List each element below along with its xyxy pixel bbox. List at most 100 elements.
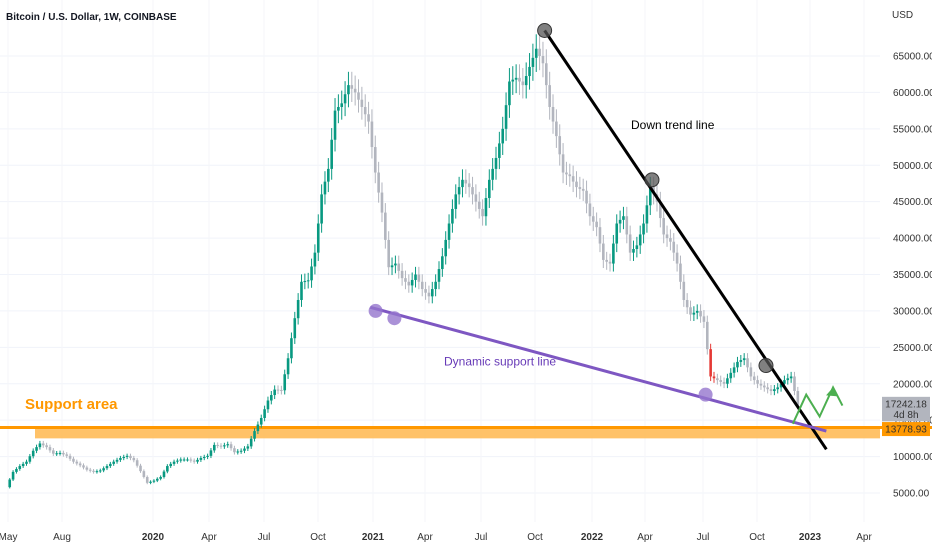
candle-body	[276, 389, 280, 391]
x-tick-label: Aug	[53, 532, 71, 543]
candle-body	[457, 187, 461, 195]
candle-body	[270, 395, 273, 401]
candle-body	[645, 205, 649, 224]
candle-body	[451, 208, 454, 224]
lines-layer	[368, 23, 844, 451]
candle-body	[783, 380, 786, 384]
candle-body	[357, 92, 360, 100]
candle-body	[461, 179, 464, 188]
candle-body	[293, 318, 297, 339]
candle-body	[246, 446, 250, 449]
candle-body	[541, 56, 545, 64]
candle-body	[538, 48, 541, 56]
candle-body	[769, 389, 773, 392]
candle-body	[504, 105, 508, 129]
candle-body	[605, 259, 608, 262]
candle-body	[474, 194, 478, 202]
candle-body	[588, 203, 592, 217]
down-trend-point	[758, 358, 774, 374]
candle-body	[373, 147, 377, 173]
candle-body	[672, 241, 676, 253]
candle-body	[68, 455, 72, 459]
candle-body	[638, 234, 642, 246]
candle-body	[122, 456, 126, 459]
candle-body	[789, 376, 793, 379]
candle-body	[192, 460, 196, 462]
x-tick-label: Apr	[201, 532, 217, 543]
candle-body	[759, 383, 763, 386]
candle-body	[290, 338, 293, 359]
candle-body	[209, 450, 213, 456]
x-tick-label: Oct	[310, 532, 326, 543]
candle-body	[78, 463, 82, 466]
candle-body	[427, 292, 431, 297]
annotation-text: Dynamic support line	[444, 355, 556, 369]
candle-body	[648, 187, 652, 206]
candle-body	[343, 94, 347, 104]
candle-body	[75, 461, 79, 464]
candle-body	[481, 208, 484, 217]
candle-body	[316, 223, 320, 253]
candle-body	[692, 312, 696, 315]
candle-body	[377, 172, 380, 193]
candle-body	[498, 143, 501, 158]
candle-body	[11, 471, 15, 480]
candle-body	[283, 374, 287, 391]
candle-body	[239, 450, 243, 452]
candle-body	[31, 450, 35, 457]
candle-body	[337, 106, 340, 111]
candle-body	[762, 385, 766, 388]
y-tick-label: 25000.00	[893, 343, 932, 354]
candle-body	[414, 274, 417, 280]
candle-body	[229, 444, 233, 449]
x-axis: May Aug 2020 Apr Jul Oct 2021 Apr Jul Oct 2022 Apr J…	[0, 532, 872, 543]
x-tick-label: 2022	[581, 532, 604, 543]
candle-body	[508, 81, 511, 106]
x-tick-label: Apr	[856, 532, 872, 543]
candle-body	[115, 459, 119, 462]
candle-body	[310, 266, 313, 281]
candle-body	[256, 424, 260, 432]
candle-body	[404, 278, 407, 282]
candle-body	[45, 445, 48, 448]
y-tick-label: 55000.00	[893, 124, 932, 135]
candle-body	[659, 201, 662, 219]
annotation-layer: Down trend line Dynamic support line Suppo…	[25, 118, 715, 413]
candle-body	[243, 448, 246, 451]
candle-body	[464, 179, 468, 184]
candle-body	[632, 249, 635, 253]
candle-body	[142, 471, 146, 477]
x-tick-label: Jul	[258, 532, 271, 543]
candle-body	[347, 85, 350, 95]
x-tick-label: 2021	[362, 532, 385, 543]
candle-body	[531, 57, 535, 67]
candle-body	[52, 450, 55, 454]
price-label-bg	[882, 422, 930, 437]
candle-body	[568, 174, 572, 177]
candle-body	[179, 459, 183, 461]
chart-title: Bitcoin / U.S. Dollar, 1W, COINBASE	[6, 12, 177, 23]
candle-body	[736, 361, 739, 368]
y-tick-label: 60000.00	[893, 88, 932, 99]
candle-body	[571, 176, 575, 182]
candle-body	[642, 223, 645, 235]
candle-body	[618, 219, 622, 224]
candle-body	[521, 81, 525, 86]
candle-body	[565, 172, 568, 175]
candle-body	[598, 227, 602, 244]
candle-body	[420, 281, 424, 290]
candle-body	[518, 77, 521, 82]
candle-body	[55, 453, 58, 455]
candle-body	[320, 194, 323, 224]
candle-body	[682, 281, 686, 300]
candle-body	[578, 187, 582, 189]
candle-body	[608, 261, 612, 264]
currency-label: USD	[892, 10, 913, 21]
candle-body	[88, 469, 92, 471]
candle-body	[98, 470, 102, 472]
candle-body	[575, 181, 578, 188]
candle-body	[219, 445, 223, 447]
candle-body	[662, 218, 665, 235]
candle-body	[397, 263, 401, 271]
candle-body	[514, 77, 518, 80]
